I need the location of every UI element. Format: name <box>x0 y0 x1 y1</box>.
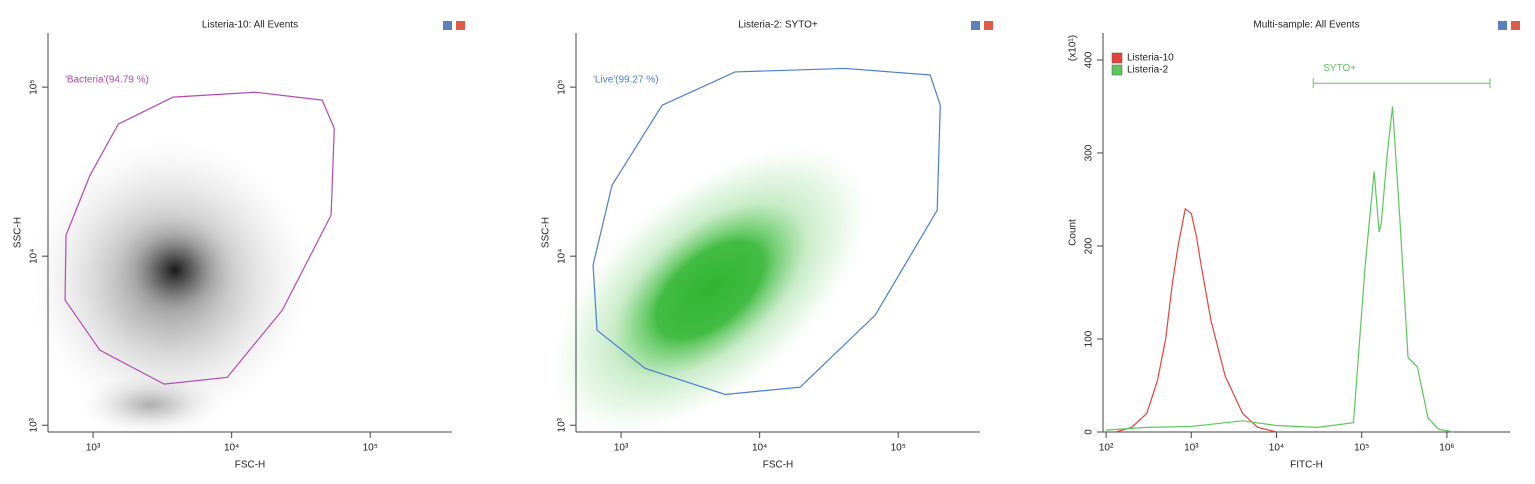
y-tick-label: 300 <box>1084 144 1095 161</box>
x-tick-label: 10⁶ <box>1439 443 1454 454</box>
y-tick-label: 10⁴ <box>557 248 568 263</box>
settings-button[interactable] <box>443 21 452 30</box>
histogram-line <box>1106 106 1454 433</box>
y-tick-label: 200 <box>1084 237 1095 254</box>
event-density <box>30 140 870 435</box>
window-buttons <box>443 21 1520 30</box>
close-button[interactable] <box>456 21 465 30</box>
x-tick-label: 10⁵ <box>1354 443 1369 454</box>
legend-swatch <box>1111 52 1123 64</box>
y-tick-label: 10³ <box>29 417 40 432</box>
y-tick-label: 400 <box>1084 51 1095 68</box>
y-axis-label: Count <box>1068 219 1079 246</box>
gate-polygon <box>592 67 941 396</box>
chart-title: Listeria-2: SYTO+ <box>738 20 818 31</box>
y-axis-unit: (x10¹) <box>1068 35 1079 61</box>
x-tick-label: 10³ <box>86 443 101 454</box>
legend-label: Listeria-2 <box>1127 65 1169 76</box>
histogram-line <box>1115 207 1277 433</box>
chart-title: Listeria-10: All Events <box>202 20 298 31</box>
x-tick-label: 10⁵ <box>363 443 378 454</box>
x-tick-label: 10⁵ <box>891 443 906 454</box>
y-tick-label: 10⁵ <box>29 79 40 94</box>
x-axis-label: FSC-H <box>763 460 794 471</box>
y-tick-label: 10³ <box>557 417 568 432</box>
x-tick-label: 10² <box>1099 443 1114 454</box>
x-axis-label: FSC-H <box>235 460 266 471</box>
settings-button[interactable] <box>971 21 980 30</box>
x-tick-label: 10⁴ <box>752 443 767 454</box>
x-tick-label: 10⁴ <box>224 443 239 454</box>
y-axis-label: SSC-H <box>541 217 552 248</box>
legend-label: Listeria-10 <box>1127 53 1174 64</box>
settings-button[interactable] <box>1498 21 1507 30</box>
close-button[interactable] <box>984 21 993 30</box>
x-tick-label: 10³ <box>1184 443 1199 454</box>
gate-label: SYTO+ <box>1323 63 1356 74</box>
legend-swatch <box>1111 64 1123 76</box>
y-tick-label: 10⁵ <box>557 79 568 94</box>
x-tick-label: 10³ <box>614 443 629 454</box>
y-tick-label: 0 <box>1084 429 1095 435</box>
x-tick-label: 10⁴ <box>1269 443 1284 454</box>
gate-label: 'Bacteria'(94.79 %) <box>65 75 149 86</box>
chart-title: Multi-sample: All Events <box>1253 20 1359 31</box>
y-axis-label: SSC-H <box>13 217 24 248</box>
y-tick-label: 10⁴ <box>29 248 40 263</box>
gate-label: 'Live'(99.27 %) <box>593 75 659 86</box>
x-axis-label: FITC-H <box>1290 460 1323 471</box>
close-button[interactable] <box>1511 21 1520 30</box>
y-tick-label: 100 <box>1084 330 1095 347</box>
gate-polygon <box>64 91 335 385</box>
